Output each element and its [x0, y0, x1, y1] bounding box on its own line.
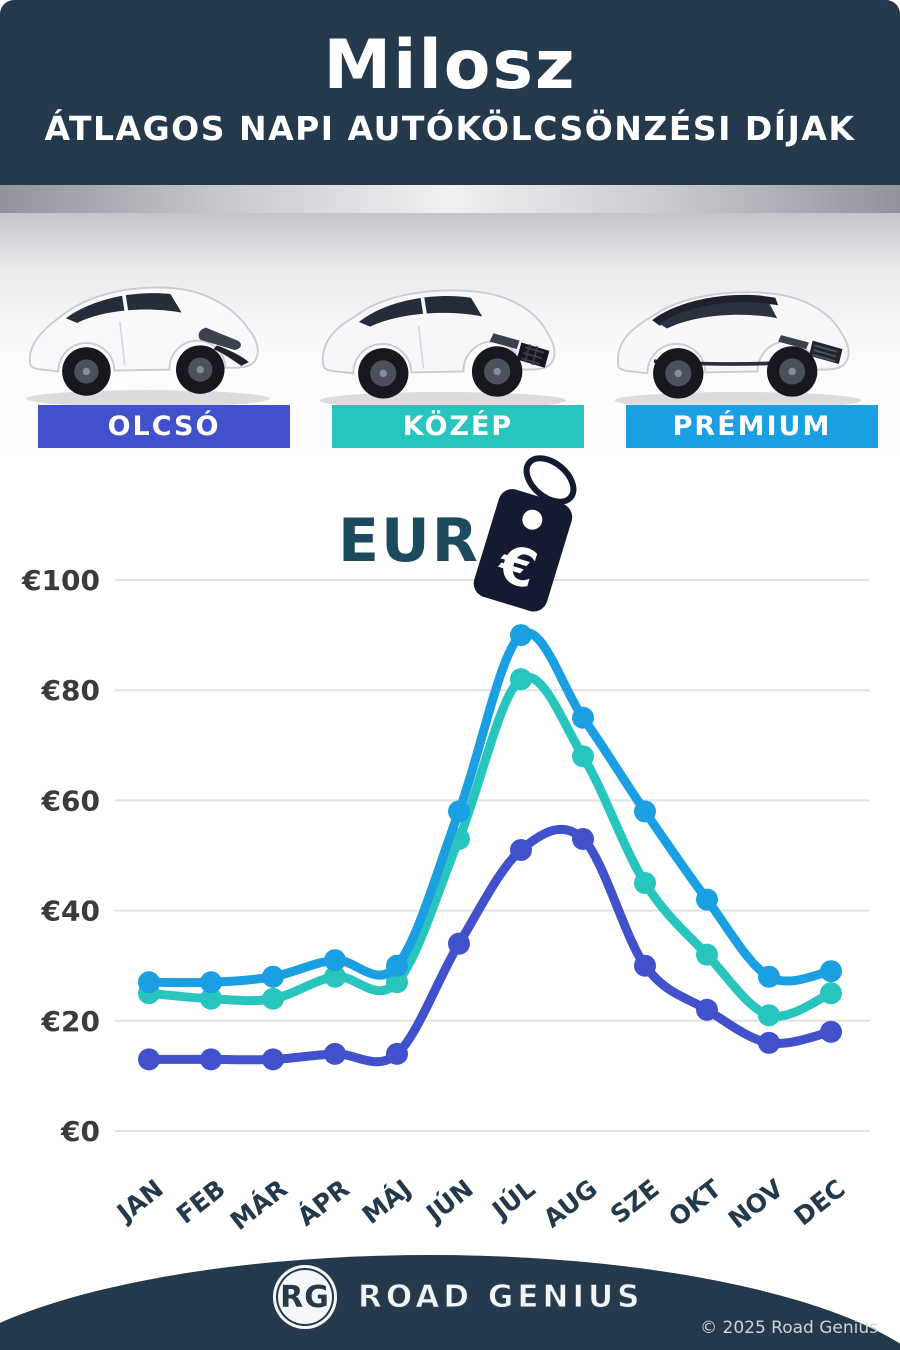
header: Milosz ÁTLAGOS NAPI AUTÓKÖLCSÖNZÉSI DÍJA…: [0, 0, 900, 185]
y-axis-tick-label: €0: [60, 1115, 100, 1148]
data-point-PRÉMIUM-JÚL: [510, 624, 532, 647]
metallic-divider: [0, 185, 900, 213]
brand-name: ROAD GENIUS: [358, 1279, 644, 1316]
data-point-OLCSÓ-JAN: [138, 1048, 160, 1071]
x-axis-tick-label: ÁPR: [292, 1174, 355, 1232]
data-point-OLCSÓ-SZE: [634, 954, 656, 977]
x-axis-tick-label: SZE: [605, 1174, 665, 1230]
y-axis-tick-label: €40: [41, 895, 100, 928]
y-axis-tick-label: €60: [41, 784, 100, 817]
data-point-OLCSÓ-DEC: [820, 1020, 842, 1043]
y-axis-tick-label: €100: [21, 564, 100, 597]
page-title: Milosz: [323, 26, 577, 105]
footer: RG ROAD GENIUS © 2025 Road Genius: [0, 1255, 900, 1350]
logo-initials: RG: [280, 1279, 330, 1315]
x-axis-tick-label: JAN: [110, 1174, 168, 1229]
x-axis-tick-label: JÚL: [485, 1173, 541, 1226]
x-axis-tick-label: OKT: [663, 1174, 726, 1232]
data-point-PRÉMIUM-FEB: [200, 971, 222, 994]
x-axis-tick-label: MÁJ: [357, 1174, 417, 1230]
series-line-OLCSÓ: [144, 824, 836, 1067]
premium-suv-car-icon: [614, 291, 862, 409]
data-point-OLCSÓ-MÁR: [262, 1048, 284, 1071]
x-axis-tick-label: FEB: [171, 1174, 231, 1230]
tier-label-text: KÖZÉP: [402, 411, 514, 442]
x-axis-tick-label: MÁR: [225, 1174, 293, 1236]
road-genius-logo: RG: [273, 1265, 337, 1329]
data-point-PRÉMIUM-MÁJ: [386, 954, 408, 977]
x-axis-tick-label: NOV: [723, 1173, 789, 1234]
data-point-OLCSÓ-FEB: [200, 1048, 222, 1071]
price-tag-euro-icon: €: [473, 455, 577, 612]
data-point-OLCSÓ-OKT: [696, 998, 718, 1021]
x-axis-tick-label: AUG: [538, 1174, 603, 1233]
data-point-KÖZÉP-DEC: [820, 982, 842, 1005]
tier-label-premium: PRÉMIUM: [626, 405, 878, 448]
hatchback-car-icon: [26, 286, 270, 407]
copyright-text: © 2025 Road Genius: [700, 1318, 878, 1338]
tier-label-kozep: KÖZÉP: [332, 405, 584, 448]
data-point-OLCSÓ-JÚL: [510, 838, 532, 861]
page-subtitle: ÁTLAGOS NAPI AUTÓKÖLCSÖNZÉSI DÍJAK: [44, 109, 856, 148]
data-point-PRÉMIUM-JÚN: [448, 800, 470, 823]
data-point-PRÉMIUM-OKT: [696, 888, 718, 911]
data-point-PRÉMIUM-JAN: [138, 971, 160, 994]
tier-label-text: PRÉMIUM: [672, 411, 832, 442]
data-point-KÖZÉP-JÚL: [510, 668, 532, 691]
data-point-PRÉMIUM-ÁPR: [324, 949, 346, 972]
data-point-OLCSÓ-MÁJ: [386, 1042, 408, 1065]
data-point-KÖZÉP-NOV: [758, 1004, 780, 1027]
data-point-KÖZÉP-FEB: [200, 987, 222, 1010]
data-point-KÖZÉP-MÁJ: [386, 971, 408, 994]
data-point-PRÉMIUM-NOV: [758, 965, 780, 988]
data-point-KÖZÉP-OKT: [696, 943, 718, 966]
midsize-suv-car-icon: [319, 289, 567, 409]
data-point-KÖZÉP-ÁPR: [324, 965, 346, 988]
y-axis-tick-label: €20: [41, 1005, 100, 1038]
data-point-OLCSÓ-JÚN: [448, 932, 470, 955]
data-point-KÖZÉP-MÁR: [262, 987, 284, 1010]
data-point-PRÉMIUM-AUG: [572, 706, 594, 729]
series-line-PRÉMIUM: [144, 628, 836, 988]
data-point-OLCSÓ-AUG: [572, 827, 594, 850]
data-point-PRÉMIUM-DEC: [820, 960, 842, 983]
data-point-PRÉMIUM-SZE: [634, 800, 656, 823]
x-axis-tick-label: DEC: [789, 1174, 851, 1231]
data-point-KÖZÉP-SZE: [634, 872, 656, 895]
data-point-OLCSÓ-ÁPR: [324, 1042, 346, 1065]
x-axis-tick-label: JÚN: [419, 1173, 479, 1229]
series-line-KÖZÉP: [144, 672, 836, 1021]
currency-label: EUR: [338, 506, 480, 576]
data-point-KÖZÉP-AUG: [572, 745, 594, 768]
tier-label-olcso: OLCSÓ: [38, 405, 290, 448]
data-point-PRÉMIUM-MÁR: [262, 965, 284, 988]
data-point-OLCSÓ-NOV: [758, 1031, 780, 1054]
tier-label-text: OLCSÓ: [107, 411, 221, 442]
y-axis-tick-label: €80: [41, 674, 100, 707]
